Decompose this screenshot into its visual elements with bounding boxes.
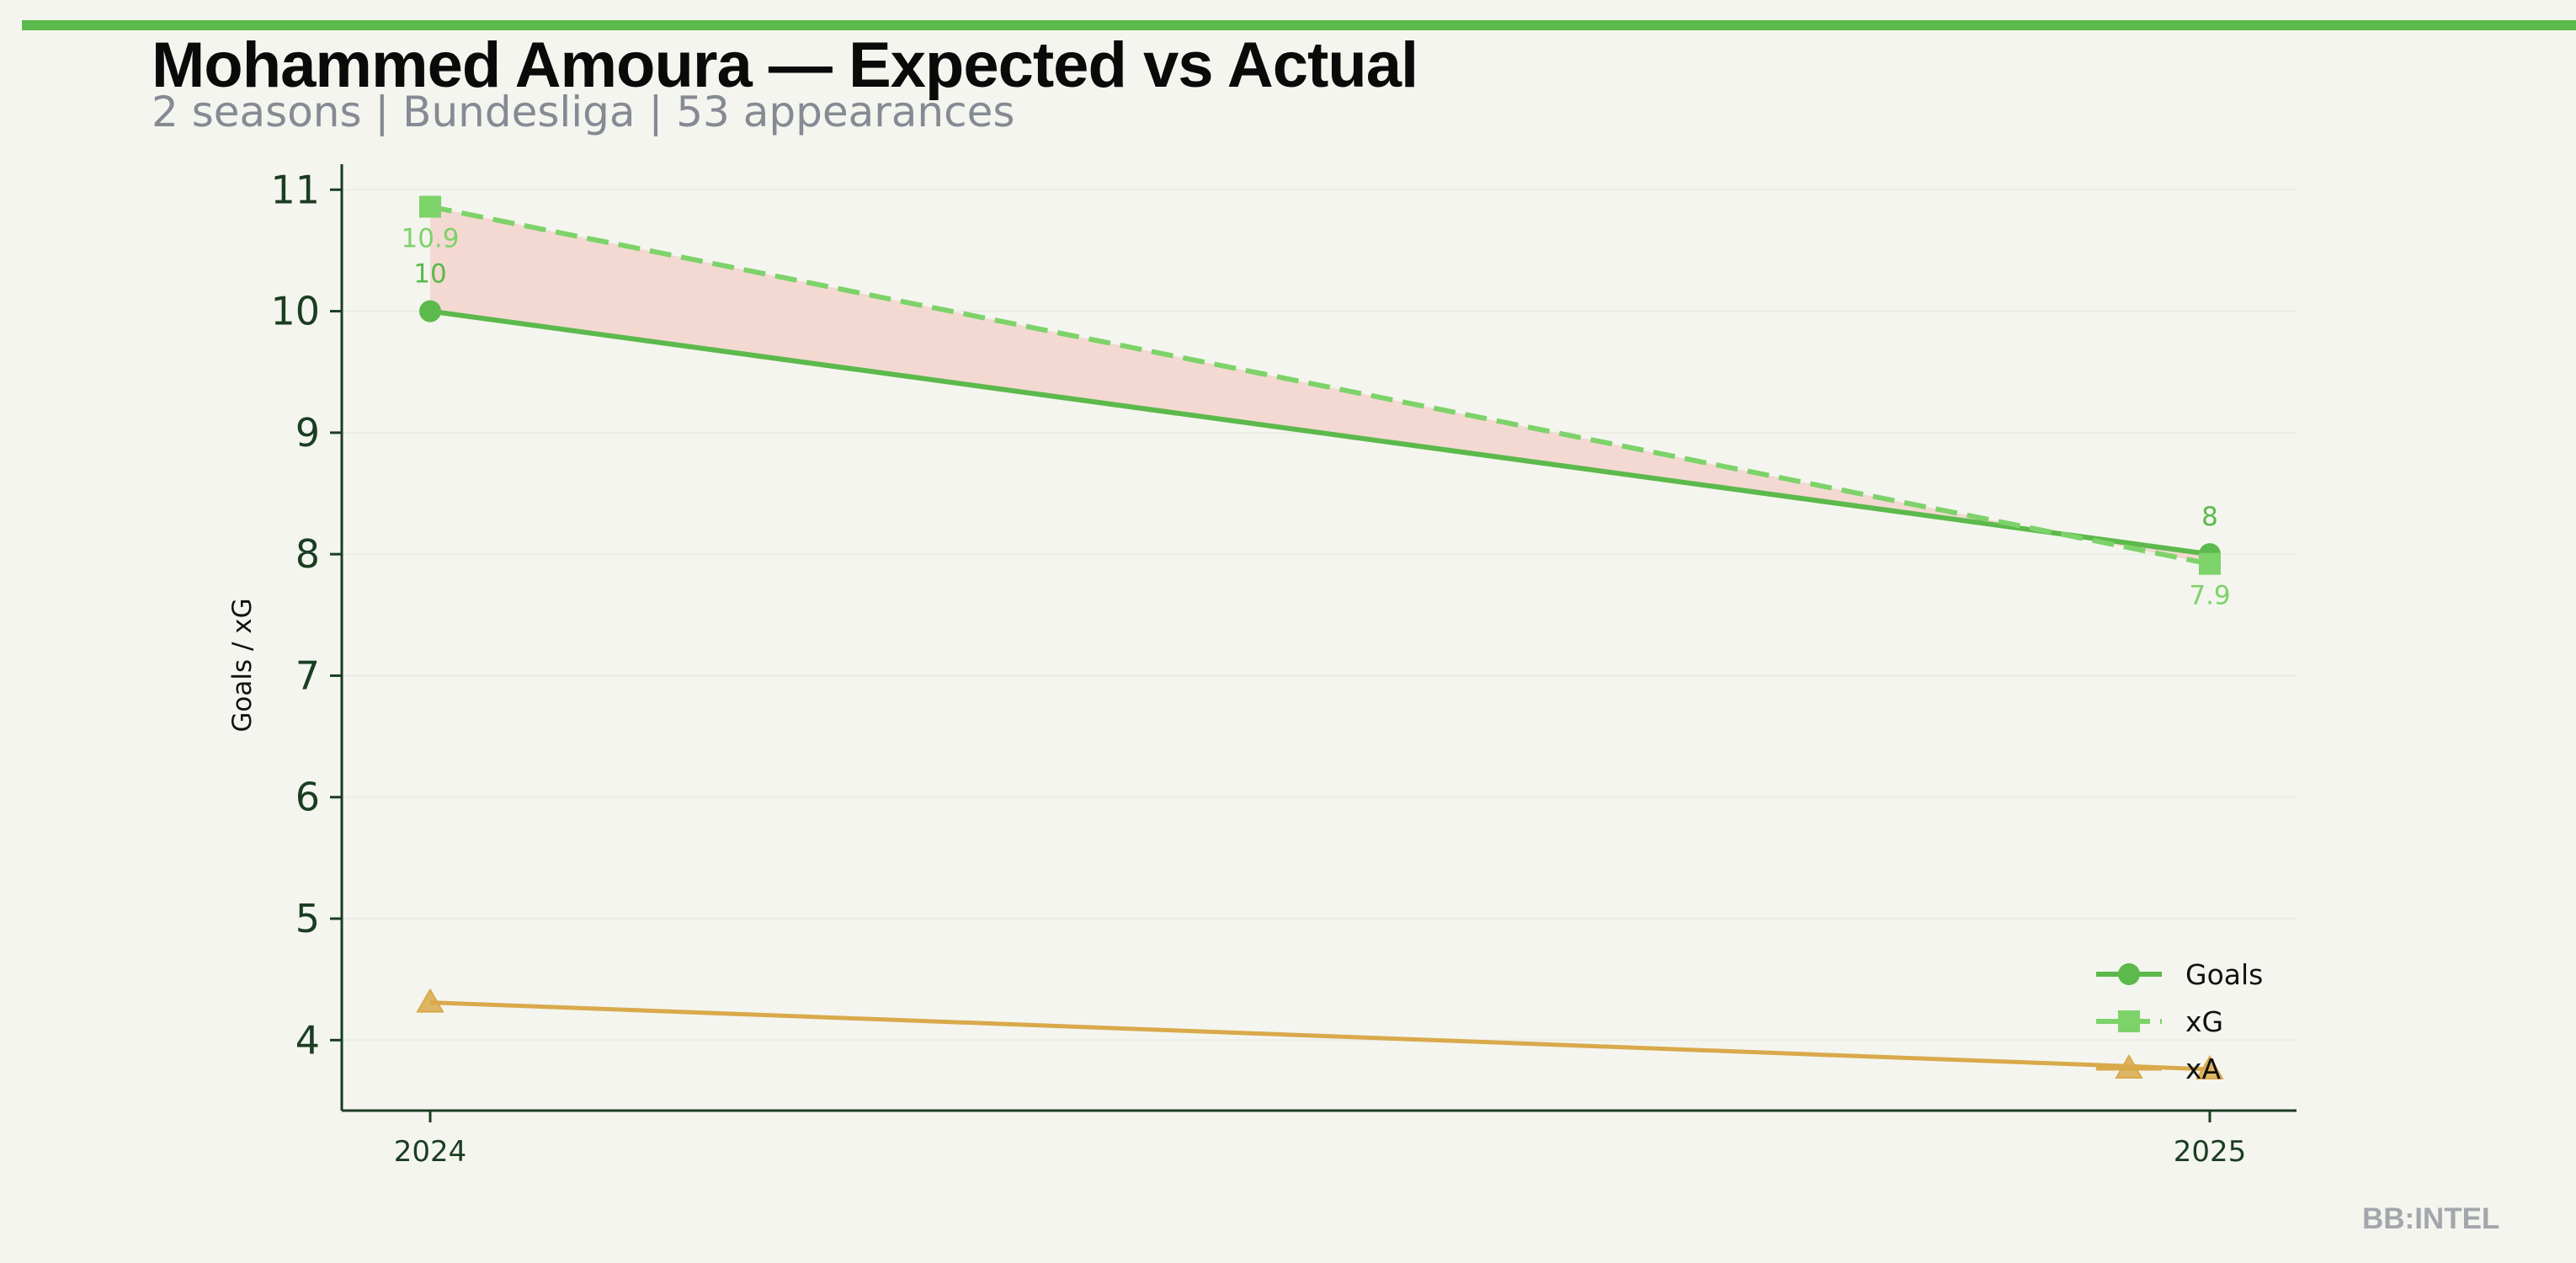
grid	[342, 189, 2297, 1042]
data-label-goals: 8	[2201, 502, 2218, 532]
axes: 4 5 6 7 8 9 10 11 2024 2025	[270, 164, 2297, 1169]
y-tick-label: 4	[295, 1017, 320, 1063]
x-tick-label: 2024	[394, 1135, 467, 1169]
legend-marker-xg	[2118, 1010, 2140, 1032]
accent-bar	[22, 20, 2576, 30]
data-point-goals	[419, 300, 441, 322]
series-lines: 10 8 10.9 7.9	[401, 195, 2231, 1079]
series-line-xg	[429, 204, 2211, 567]
legend: Goals xG xA	[2096, 958, 2263, 1085]
legend-label-goals: Goals	[2185, 958, 2263, 991]
series-line-goals	[429, 308, 2211, 557]
data-point-xg	[419, 195, 441, 218]
legend-marker-goals	[2118, 963, 2140, 985]
series-line-xa	[429, 1000, 2211, 1072]
chart-title: Mohammed Amoura — Expected vs Actual	[152, 29, 1418, 101]
legend-label-xg: xG	[2185, 1005, 2223, 1038]
y-tick-label: 10	[270, 289, 320, 334]
y-tick-label: 9	[295, 410, 320, 456]
y-axis-label: Goals / xG	[227, 598, 258, 732]
x-tick-label: 2025	[2174, 1135, 2247, 1169]
data-point-xa	[2195, 1054, 2224, 1079]
legend-marker-xa	[2115, 1053, 2143, 1079]
data-point-xg	[2199, 552, 2221, 575]
data-label-xg: 7.9	[2189, 581, 2230, 611]
y-tick-label: 5	[295, 896, 320, 941]
legend-label-xa: xA	[2185, 1052, 2222, 1085]
y-tick-label: 7	[295, 653, 320, 698]
y-tick-label: 8	[295, 531, 320, 577]
chart-subtitle: 2 seasons | Bundesliga | 53 appearances	[152, 88, 1015, 136]
data-label-xg: 10.9	[401, 224, 459, 254]
data-point-xa	[416, 988, 444, 1013]
y-tick-label: 6	[295, 775, 320, 820]
watermark: BB:INTEL	[2362, 1202, 2500, 1235]
y-tick-label: 11	[270, 167, 320, 212]
data-label-goals: 10	[413, 259, 446, 290]
